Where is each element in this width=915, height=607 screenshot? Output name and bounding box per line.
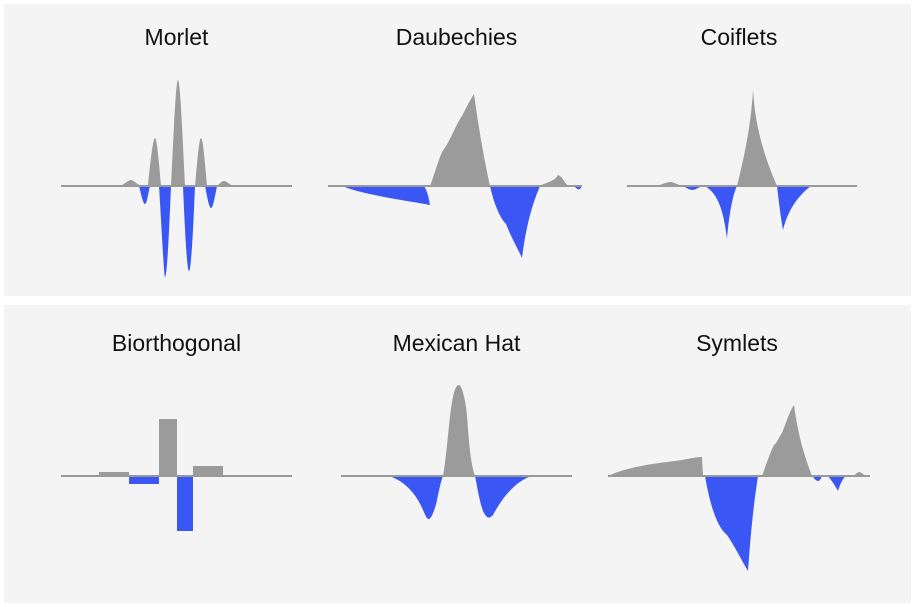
wavelet-title: Morlet: [144, 24, 209, 50]
top-row-panel: Morlet Daubechies: [4, 4, 911, 296]
negative-lobe: [342, 186, 430, 205]
negative-lobe: [777, 186, 811, 230]
wavelet-cell-daubechies: Daubechies: [324, 4, 589, 296]
positive-step: [193, 466, 223, 476]
positive-lobe: [762, 405, 812, 476]
negative-lobe: [183, 186, 195, 271]
morlet-shape: [121, 80, 233, 277]
positive-step: [159, 419, 177, 476]
mexican-hat-shape: [389, 385, 531, 519]
symlets-shape: [608, 405, 866, 571]
wavelet-title: Symlets: [696, 330, 778, 356]
daubechies-plot: [328, 94, 582, 258]
negative-lobe: [490, 186, 540, 258]
positive-lobe: [430, 94, 490, 186]
coiflets-shape: [657, 90, 811, 239]
negative-lobe: [139, 186, 150, 204]
positive-lobe: [443, 385, 475, 476]
negative-lobe: [389, 476, 443, 519]
negative-lobe: [159, 186, 171, 277]
wavelet-title: Biorthogonal: [111, 330, 242, 356]
positive-lobe: [171, 80, 185, 186]
positive-lobe: [540, 175, 568, 186]
wavelet-title: Daubechies: [395, 24, 518, 50]
negative-lobe: [475, 476, 531, 518]
negative-lobe: [205, 186, 217, 208]
wavelet-cell-coiflets: Coiflets: [619, 4, 859, 296]
wavelet-cell-morlet: Morlet: [59, 4, 294, 296]
positive-lobe: [121, 180, 141, 186]
coiflets-plot: [627, 90, 857, 239]
positive-lobe: [737, 90, 777, 186]
wavelet-cell-mexican-hat: Mexican Hat: [339, 305, 574, 603]
negative-lobe: [705, 186, 737, 239]
positive-lobe: [148, 138, 161, 186]
negative-lobe: [828, 476, 846, 491]
positive-lobe: [217, 181, 233, 186]
mexican-hat-plot: [341, 385, 572, 519]
negative-step: [177, 476, 193, 531]
biorthogonal-plot: [61, 419, 292, 531]
negative-lobe: [812, 476, 822, 481]
wavelet-cell-biorthogonal: Biorthogonal: [59, 305, 294, 603]
morlet-plot: [61, 80, 292, 277]
positive-lobe: [195, 138, 207, 186]
positive-lobe: [608, 457, 703, 476]
biorthogonal-shape: [99, 419, 223, 531]
symlets-plot: [608, 405, 870, 571]
wavelet-title: Coiflets: [700, 24, 778, 50]
daubechies-shape: [342, 94, 582, 258]
negative-lobe: [705, 476, 758, 571]
wavelet-title: Mexican Hat: [392, 330, 521, 356]
bottom-row-panel: Biorthogonal Mexican Hat Symlets: [4, 305, 911, 603]
negative-step: [129, 476, 159, 484]
wavelet-cell-symlets: Symlets: [602, 305, 872, 603]
positive-step: [99, 472, 129, 476]
